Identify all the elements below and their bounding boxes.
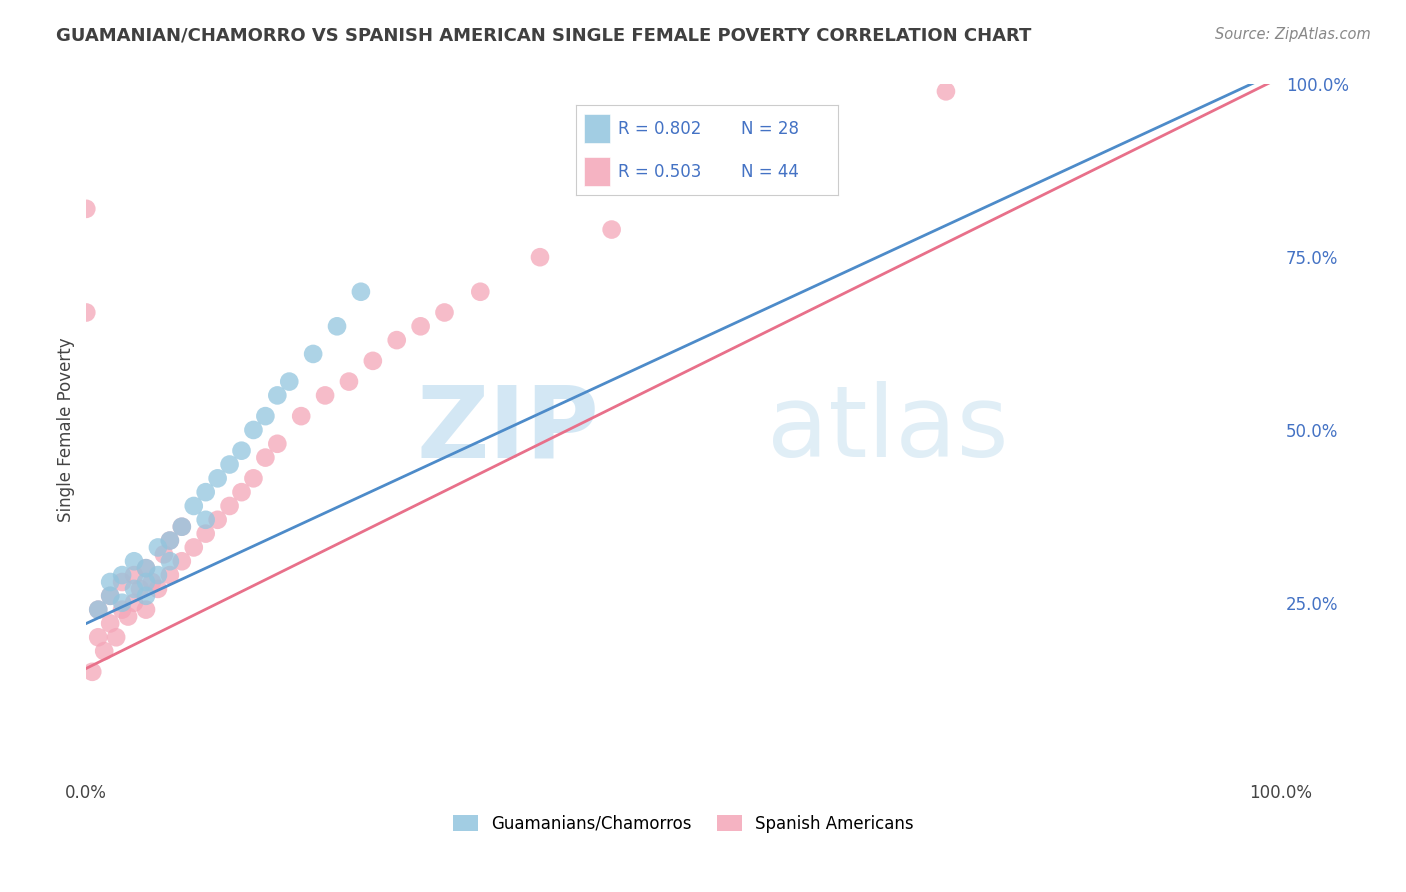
Point [218, 499, 240, 513]
Point [194, 526, 217, 541]
Point [254, 450, 277, 465]
Point [135, 561, 157, 575]
Point [159, 554, 181, 568]
Point [159, 533, 181, 548]
Point [731, 167, 754, 181]
Point [409, 319, 432, 334]
Point [170, 554, 193, 568]
Text: GUAMANIAN/CHAMORRO VS SPANISH AMERICAN SINGLE FEMALE POVERTY CORRELATION CHART: GUAMANIAN/CHAMORRO VS SPANISH AMERICAN S… [56, 27, 1032, 45]
Point [218, 458, 240, 472]
Point [146, 568, 169, 582]
Point [361, 354, 384, 368]
Point [350, 285, 373, 299]
Y-axis label: Single Female Poverty: Single Female Poverty [58, 338, 75, 523]
Point [194, 513, 217, 527]
Point [207, 471, 229, 485]
Point [98, 589, 121, 603]
Point [433, 305, 456, 319]
Point [254, 409, 277, 424]
Point [135, 589, 157, 603]
Point [82, 665, 104, 679]
Point [75, 202, 97, 216]
Point [98, 589, 121, 603]
Point [111, 602, 134, 616]
Point [231, 443, 253, 458]
Point [98, 574, 121, 589]
Text: atlas: atlas [766, 382, 1008, 478]
Point [242, 423, 264, 437]
Point [170, 519, 193, 533]
Point [159, 568, 181, 582]
Point [146, 541, 169, 555]
Point [337, 375, 360, 389]
Point [183, 499, 205, 513]
Point [135, 574, 157, 589]
Point [266, 388, 288, 402]
Point [122, 568, 145, 582]
Point [93, 644, 115, 658]
Point [153, 547, 176, 561]
Point [87, 602, 110, 616]
Point [111, 574, 134, 589]
Point [529, 250, 551, 264]
Point [135, 602, 157, 616]
Point [87, 630, 110, 644]
Point [122, 582, 145, 596]
Point [314, 388, 336, 402]
Point [385, 333, 408, 347]
Point [111, 568, 134, 582]
Point [75, 305, 97, 319]
Point [278, 375, 301, 389]
Point [170, 519, 193, 533]
Text: Source: ZipAtlas.com: Source: ZipAtlas.com [1215, 27, 1371, 42]
Point [470, 285, 492, 299]
Text: ZIP: ZIP [416, 382, 600, 478]
Point [159, 533, 181, 548]
Point [146, 582, 169, 596]
Point [207, 513, 229, 527]
Point [266, 437, 288, 451]
Point [183, 541, 205, 555]
Point [326, 319, 349, 334]
Point [129, 582, 152, 596]
Point [600, 222, 623, 236]
Point [111, 596, 134, 610]
Point [302, 347, 325, 361]
Point [135, 561, 157, 575]
Point [290, 409, 312, 424]
Legend: Guamanians/Chamorros, Spanish Americans: Guamanians/Chamorros, Spanish Americans [453, 814, 914, 833]
Point [242, 471, 264, 485]
Point [105, 630, 128, 644]
Point [935, 84, 957, 98]
Point [87, 602, 110, 616]
Point [122, 596, 145, 610]
Point [117, 609, 139, 624]
Point [122, 554, 145, 568]
Point [231, 485, 253, 500]
Point [98, 616, 121, 631]
Point [194, 485, 217, 500]
Point [141, 574, 163, 589]
